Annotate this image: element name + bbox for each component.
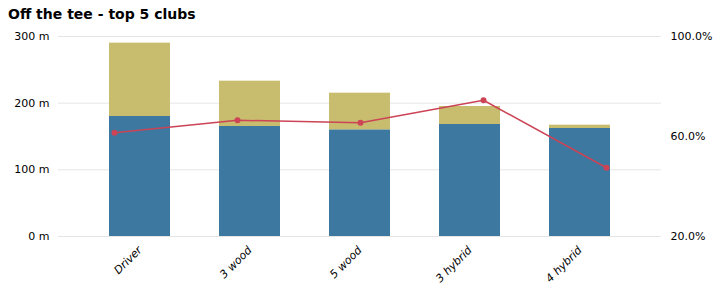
svg-text:300 m: 300 m [14,30,49,43]
svg-text:100 m: 100 m [14,163,49,176]
svg-text:60.0%: 60.0% [671,130,706,143]
svg-text:Driver: Driver [111,243,145,277]
svg-text:5 wood: 5 wood [327,243,365,281]
html-text:Off the tee - top 5 clubs: Off the tee - top 5 clubs [8,6,196,22]
svg-text:3 wood: 3 wood [217,243,255,281]
svg-text:200 m: 200 m [14,97,49,110]
svg-text:4 hybrid: 4 hybrid [543,243,585,285]
svg-text:20.0%: 20.0% [671,230,706,243]
svg-text:3 hybrid: 3 hybrid [433,243,475,285]
svg-text:0 m: 0 m [28,230,49,243]
svg-text:100.0%: 100.0% [671,30,713,43]
